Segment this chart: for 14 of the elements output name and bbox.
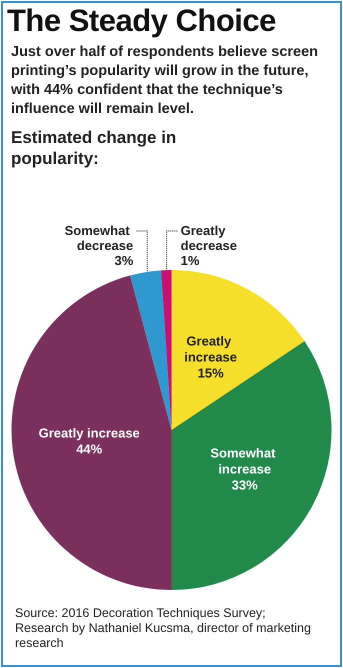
slice-label: Greatly decrease: [180, 223, 238, 253]
chart-title: The Steady Choice: [7, 3, 276, 39]
data-label: 33%: [232, 478, 258, 493]
slice-label: Somewhat increase: [210, 446, 280, 477]
text: Estimated change in popularity:: [11, 127, 178, 169]
slice-label: Greatly increase: [184, 333, 238, 364]
source-note: Source: 2016 Decoration Techniques Survey; Research by Nathaniel Kucsma, director of marketing research: [15, 606, 312, 651]
slice-label: Greatly increase: [38, 425, 140, 440]
data-label: 44%: [76, 441, 103, 456]
data-label: 15%: [198, 365, 224, 380]
data-label: 3%: [114, 253, 134, 268]
data-label: 1%: [180, 253, 200, 268]
chart-subtitle: Just over half of respondents believe screen printing’s popularity will grow in the future, with 44% confident that the technique’s influence will remain level.: [11, 43, 320, 119]
slice-label: Somewhat decrease: [64, 223, 134, 253]
